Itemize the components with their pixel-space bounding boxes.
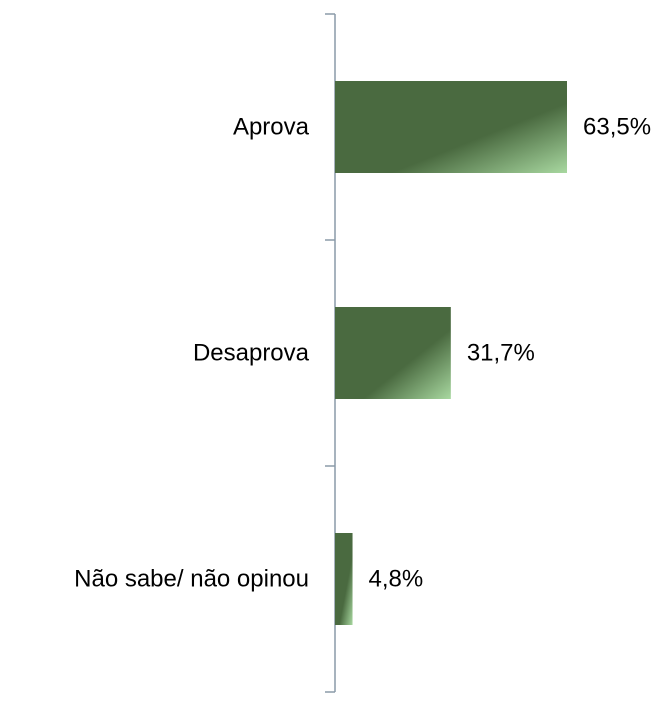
- data-label: 4,8%: [369, 566, 424, 593]
- data-label: 63,5%: [583, 114, 651, 141]
- data-label: 31,7%: [467, 340, 535, 367]
- bar: [335, 81, 567, 173]
- bar: [335, 307, 451, 399]
- category-axis: [325, 13, 336, 693]
- bar-series: [335, 81, 567, 625]
- bar: [335, 533, 353, 625]
- category-label: Desaprova: [193, 340, 310, 367]
- label-layer: Aprova 63,5% Desaprova 31,7% Não sabe/ não o…: [74, 114, 651, 593]
- category-label: Aprova: [233, 114, 310, 141]
- category-label: Não sabe/ não opinou: [74, 566, 309, 593]
